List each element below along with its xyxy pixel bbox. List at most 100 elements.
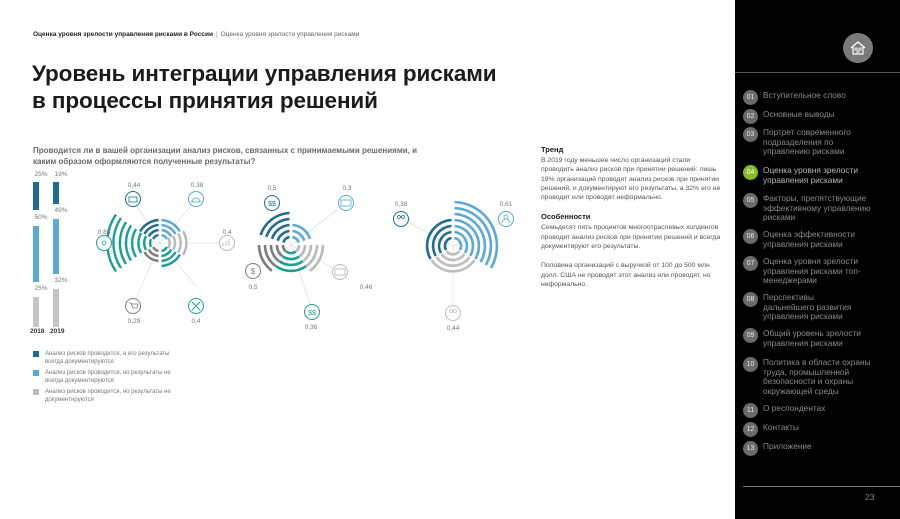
nav-number: 01 (743, 90, 758, 105)
divider (735, 72, 900, 73)
nav-item-09[interactable]: 09 Общий уровень зрелости управления риск… (743, 328, 883, 348)
svg-text:$$: $$ (308, 310, 316, 317)
nav-number: 07 (743, 256, 758, 271)
industrial-icon (125, 191, 141, 207)
nav-item-10[interactable]: 10 Политика в области охраны труда, промы… (743, 357, 883, 396)
trend-body: В 2019 году меньшее число организаций ст… (541, 157, 721, 202)
nav-item-07[interactable]: 07 Оценка уровня зрелости управления риск… (743, 256, 878, 286)
cash-icon (332, 264, 348, 280)
radial-chart-industry (96, 191, 235, 314)
team-icon (393, 211, 409, 227)
nav-item-04[interactable]: 04 Оценка уровня зрелости управления риск… (743, 165, 883, 185)
legend-label: Анализ рисков проводится, но результаты … (45, 370, 171, 384)
title-line-2: в процессы принятия решений (32, 88, 378, 113)
nav-label: О респондентах (763, 403, 826, 413)
radial-chart-org-type (393, 200, 514, 321)
breadcrumb: Оценка уровня зрелости управления рискам… (33, 31, 359, 38)
radial-chart-revenue: $$ $$ $ (245, 195, 354, 320)
legend-item: Анализ рисков проводится, но результаты … (33, 388, 183, 404)
value-label: 0,38 (191, 182, 204, 189)
value-label: 0,88 (98, 229, 111, 236)
construction-icon (188, 191, 204, 207)
legend-swatch-gray (33, 389, 39, 395)
value-label: 0,5 (267, 185, 276, 192)
pct-label: 19% (54, 171, 68, 178)
value-label: 0,44 (128, 182, 141, 189)
nav-number: 05 (743, 193, 758, 208)
features-body-1: Семьдесят пять процентов многоотраслевых… (541, 224, 721, 251)
nav-label: Оценка эффективности управления рисками (763, 229, 855, 249)
bar-segment-gray (33, 297, 39, 327)
bar-segment-gray (53, 289, 59, 327)
nav-label: Контакты (763, 422, 799, 432)
legend-swatch-dark-blue (33, 351, 39, 357)
year-label: 2019 (50, 328, 65, 335)
holding-network-icon (96, 235, 112, 251)
nav-number: 02 (743, 109, 758, 124)
nav-item-13[interactable]: 13 Приложение (743, 441, 812, 456)
breadcrumb-separator: | (215, 31, 218, 38)
nav-label: Факторы, препятствующие эффективному упр… (763, 193, 871, 222)
dollar-icon: $ (245, 263, 261, 279)
nav-number: 10 (743, 357, 758, 372)
nav-item-06[interactable]: 06 Оценка эффективности управления рискам… (743, 229, 878, 249)
pct-label: 32% (54, 277, 68, 284)
nav-number: 03 (743, 127, 758, 142)
nav-label: Приложение (763, 441, 812, 451)
home-icon (850, 41, 866, 55)
nav-label: Портрет современного подразделения по уп… (763, 127, 851, 156)
nav-label: Перспективы дальнейшего развития управле… (763, 292, 852, 321)
shopping-cart-icon (125, 298, 141, 314)
nav-number: 11 (743, 403, 758, 418)
nav-number: 06 (743, 229, 758, 244)
nav-item-02[interactable]: 02 Основные выводы (743, 109, 835, 124)
nav-item-05[interactable]: 05 Факторы, препятствующие эффективному у… (743, 193, 873, 223)
nav-item-12[interactable]: 12 Контакты (743, 422, 799, 437)
svg-text:$$: $$ (268, 201, 276, 208)
home-button[interactable] (843, 33, 873, 63)
person-icon (498, 211, 514, 227)
bar-segment-dark (33, 182, 39, 210)
nav-label: Политика в области охраны труда, промышл… (763, 357, 871, 396)
page-title: Уровень интеграции управления рисками в … (32, 60, 497, 114)
trend-heading: Тренд (541, 145, 564, 154)
nav-number: 08 (743, 292, 758, 307)
bar-segment-dark (53, 182, 59, 204)
nav-item-01[interactable]: 01 Вступительное слово (743, 90, 846, 105)
page-number: 23 (865, 492, 875, 502)
nav-number: 04 (743, 165, 758, 180)
bar-segment-light (53, 219, 59, 274)
bar-segment-light (33, 226, 39, 282)
nav-number: 12 (743, 422, 758, 437)
chart-growth-icon (219, 235, 235, 251)
value-label: 0,36 (305, 324, 318, 331)
money-stack-icon: $$ (264, 195, 280, 211)
nav-number: 09 (743, 328, 758, 343)
value-label: 0,4 (191, 318, 200, 325)
year-label: 2018 (30, 328, 45, 335)
value-label: 0,5 (248, 284, 257, 291)
legend-item: Анализ рисков проводится, а его результа… (33, 350, 183, 366)
legend-item: Анализ рисков проводится, но результаты … (33, 369, 183, 385)
sidebar: 01 Вступительное слово 02 Основные выводы … (735, 0, 900, 519)
title-line-1: Уровень интеграции управления рисками (32, 61, 497, 86)
coins-icon: $$ (304, 304, 320, 320)
value-label: 0,29 (128, 318, 141, 325)
survey-question: Проводится ли в вашей организации анализ… (33, 146, 418, 166)
nav-item-11[interactable]: 11 О респондентах (743, 403, 826, 418)
nav-label: Оценка уровня зрелости управления рискам… (763, 256, 861, 285)
nav-item-03[interactable]: 03 Портрет современного подразделения по … (743, 127, 873, 157)
divider (743, 486, 900, 487)
nav-item-08[interactable]: 08 Перспективы дальнейшего развития управ… (743, 292, 863, 322)
legend-label: Анализ рисков проводится, но результаты … (45, 389, 171, 403)
nav-label: Вступительное слово (763, 90, 846, 100)
stacked-bar-chart: 25% 50% 25% 2018 19% 49% 32% 2019 (30, 170, 80, 340)
pct-label: 25% (34, 171, 48, 178)
chart-legend: Анализ рисков проводится, а его результа… (33, 350, 183, 407)
nav-label: Общий уровень зрелости управления рискам… (763, 328, 861, 348)
svg-text:$: $ (251, 267, 256, 276)
banknotes-icon (338, 195, 354, 211)
value-label: 0,38 (395, 201, 408, 208)
pct-label: 49% (54, 207, 68, 214)
radial-charts: $$ $$ $ (96, 182, 514, 332)
